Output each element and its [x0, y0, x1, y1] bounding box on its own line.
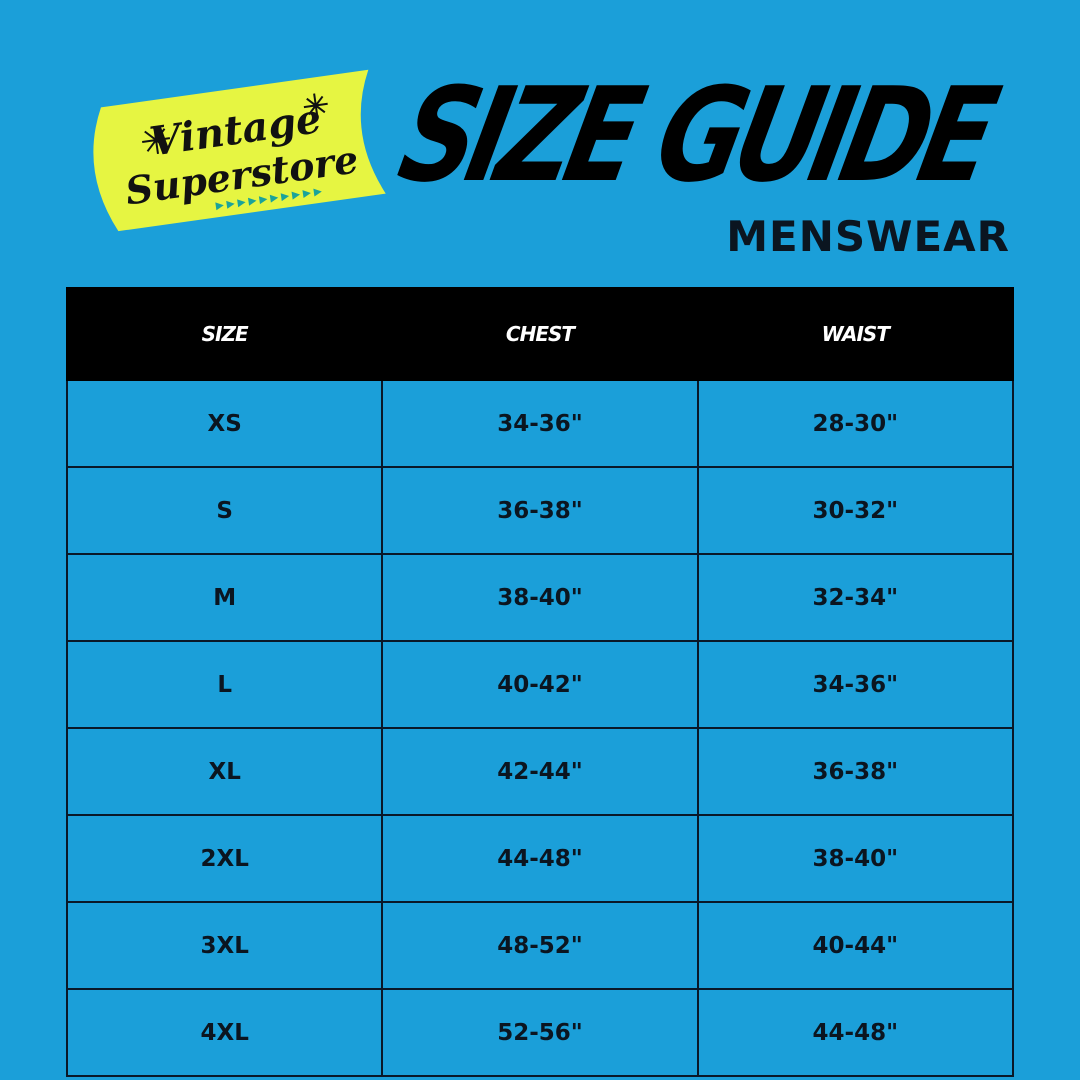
cell-chest: 38-40" [381, 553, 699, 642]
size-table: SIZE CHEST WAIST XS 34-36" 28-30" S 36-38" 30… [65, 287, 1015, 1077]
cell-waist: 34-36" [696, 640, 1015, 729]
arrow-decoration-icon [215, 188, 322, 211]
cell-waist: 30-32" [696, 466, 1015, 555]
cell-chest: 52-56" [381, 988, 699, 1077]
cell-size: XL [65, 727, 384, 816]
cell-chest: 44-48" [381, 814, 699, 903]
table-row: M 38-40" 32-34" [65, 553, 1015, 642]
cell-chest: 40-42" [381, 640, 699, 729]
cell-chest: 34-36" [381, 379, 699, 468]
cell-waist: 44-48" [696, 988, 1015, 1077]
table-row: 2XL 44-48" 38-40" [65, 814, 1015, 903]
cell-size: L [65, 640, 384, 729]
table-row: L 40-42" 34-36" [65, 640, 1015, 729]
cell-waist: 40-44" [696, 901, 1015, 990]
cell-size: M [65, 553, 384, 642]
cell-size: XS [65, 379, 384, 468]
cell-chest: 42-44" [381, 727, 699, 816]
vintage-superstore-logo: Vintage Superstore [93, 69, 386, 232]
table-row: S 36-38" 30-32" [65, 466, 1015, 555]
cell-size: 2XL [65, 814, 384, 903]
column-header-chest: CHEST [381, 287, 699, 381]
cell-size: 3XL [65, 901, 384, 990]
table-row: XS 34-36" 28-30" [65, 379, 1015, 468]
table-row: XL 42-44" 36-38" [65, 727, 1015, 816]
cell-size: S [65, 466, 384, 555]
cell-size: 4XL [65, 988, 384, 1077]
table-row: 4XL 52-56" 44-48" [65, 988, 1015, 1077]
table-row: 3XL 48-52" 40-44" [65, 901, 1015, 990]
page-title: SIZE GUIDE [387, 58, 1003, 212]
column-header-waist: WAIST [696, 287, 1015, 381]
cell-chest: 36-38" [381, 466, 699, 555]
table-header-row: SIZE CHEST WAIST [65, 287, 1015, 381]
column-header-size: SIZE [65, 287, 384, 381]
cell-chest: 48-52" [381, 901, 699, 990]
cell-waist: 28-30" [696, 379, 1015, 468]
cell-waist: 38-40" [696, 814, 1015, 903]
page-subtitle: MENSWEAR [726, 212, 1010, 261]
sparkle-icon [142, 93, 328, 155]
cell-waist: 32-34" [696, 553, 1015, 642]
cell-waist: 36-38" [696, 727, 1015, 816]
